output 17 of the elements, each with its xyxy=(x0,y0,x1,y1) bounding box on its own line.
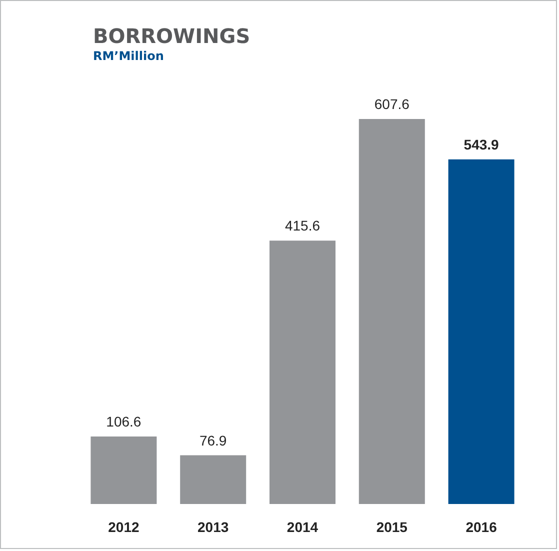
bar xyxy=(358,119,425,504)
x-tick-label: 2012 xyxy=(108,519,140,535)
data-label: 76.9 xyxy=(199,432,227,448)
x-tick-label: 2016 xyxy=(466,519,498,535)
data-label: 607.6 xyxy=(374,96,410,112)
bar xyxy=(90,436,157,504)
data-label: 415.6 xyxy=(284,218,320,234)
chart-subtitle: RM’Million xyxy=(93,49,164,63)
bar xyxy=(180,455,246,504)
x-tick-label: 2014 xyxy=(286,519,318,535)
chart-title: BORROWINGS xyxy=(93,24,250,48)
bar xyxy=(270,240,336,504)
x-tick-label: 2015 xyxy=(376,519,408,535)
bar xyxy=(448,159,514,504)
data-label: 106.6 xyxy=(106,413,142,430)
x-tick-label: 2013 xyxy=(198,519,229,535)
data-label: 543.9 xyxy=(464,136,500,152)
